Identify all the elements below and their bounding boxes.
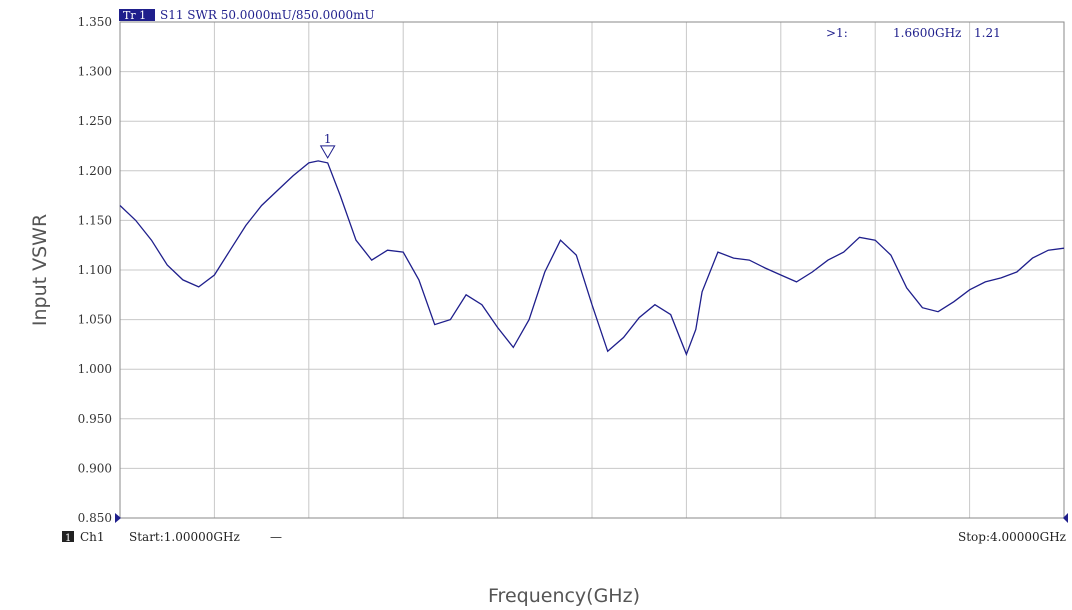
y-tick-labels: 1.350 1.300 1.250 1.200 1.150 1.100 1.050 1.000… bbox=[78, 15, 112, 525]
y-tick-label: 1.200 bbox=[78, 164, 112, 178]
y-tick-label: 1.100 bbox=[78, 263, 112, 277]
marker-readout-frequency: 1.6600GHz bbox=[893, 26, 961, 40]
marker-triangle-icon bbox=[319, 145, 336, 159]
reference-arrow-left-icon bbox=[115, 513, 121, 523]
y-tick-label: 1.350 bbox=[78, 15, 112, 29]
reference-arrow-right-icon bbox=[1063, 513, 1068, 523]
marker-readout-value: 1.21 bbox=[974, 26, 1001, 40]
trace-header-text: S11 SWR 50.0000mU/850.0000mU bbox=[160, 8, 375, 22]
y-tick-label: 0.900 bbox=[78, 461, 112, 475]
y-tick-label: 1.250 bbox=[78, 114, 112, 128]
vswr-trace-line bbox=[119, 160, 1065, 357]
marker-1: 1 bbox=[319, 132, 336, 159]
plot-frame bbox=[119, 21, 1065, 519]
y-tick-label: 1.150 bbox=[78, 213, 112, 227]
trace-tag-box bbox=[119, 9, 155, 21]
y-axis-title: Input VSWR bbox=[29, 214, 51, 326]
y-tick-label: 0.850 bbox=[78, 511, 112, 525]
grid-lines bbox=[120, 22, 1064, 518]
channel-badge-box bbox=[62, 531, 74, 542]
start-frequency: Start:1.00000GHz bbox=[129, 530, 240, 544]
x-axis-title: Frequency(GHz) bbox=[488, 585, 640, 607]
marker-readout-symbol: >1: bbox=[826, 26, 848, 40]
channel-badge: 1 bbox=[65, 533, 71, 544]
y-tick-label: 1.050 bbox=[78, 313, 112, 327]
marker-label: 1 bbox=[324, 132, 332, 146]
stop-frequency: Stop:4.00000GHz bbox=[958, 530, 1066, 544]
y-tick-label: 1.300 bbox=[78, 65, 112, 79]
y-tick-label: 0.950 bbox=[78, 412, 112, 426]
y-tick-label: 1.000 bbox=[78, 362, 112, 376]
channel-label: Ch1 bbox=[80, 530, 105, 544]
start-dash: — bbox=[270, 530, 282, 544]
trace-tag: Tr 1 bbox=[123, 9, 146, 22]
